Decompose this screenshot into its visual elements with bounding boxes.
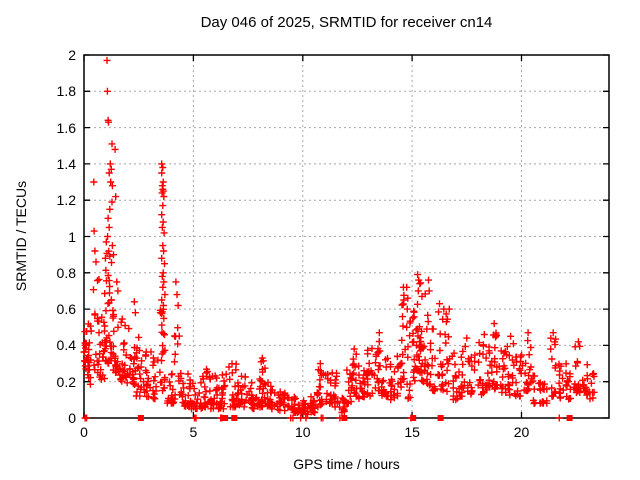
y-tick-label: 0.6: [56, 301, 76, 318]
x-tick-label: 5: [189, 424, 198, 440]
scatter-points: [80, 56, 598, 422]
y-tick-label: 1.4: [56, 155, 76, 172]
y-tick-label: 0.8: [56, 264, 76, 281]
x-axis-label: GPS time / hours: [293, 456, 400, 472]
y-tick-label: 1: [68, 228, 76, 245]
y-tick-label: 0.4: [56, 337, 76, 354]
grid-lines: [84, 55, 609, 418]
y-tick-label: 0: [68, 410, 76, 426]
y-tick-label: 1.6: [56, 119, 76, 136]
y-tick-label: 2: [68, 47, 76, 63]
x-tick-label: 0: [80, 424, 88, 440]
y-tick-label: 0.2: [56, 373, 76, 390]
y-tick-label: 1.8: [56, 83, 76, 100]
x-tick-label: 10: [294, 424, 311, 440]
y-tick-label: 1.2: [56, 192, 76, 209]
chart-title: Day 046 of 2025, SRMTID for receiver cn1…: [200, 14, 493, 31]
x-tick-label: 20: [513, 424, 530, 440]
x-tick-label: 15: [404, 424, 420, 440]
flag-squares: [137, 415, 573, 421]
